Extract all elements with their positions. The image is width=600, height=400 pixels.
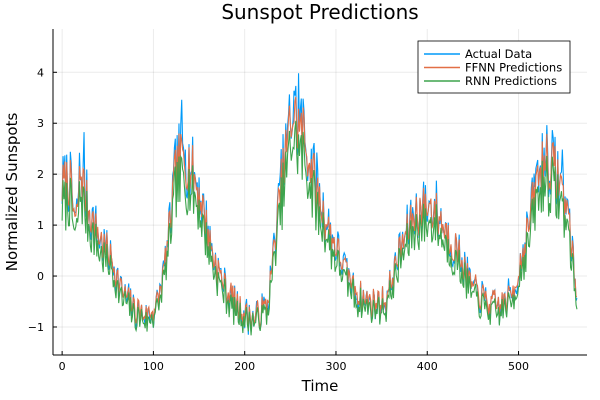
x-tick-label: 300 [325,360,346,373]
y-tick-label: 1 [37,219,44,232]
y-tick-label: 2 [37,168,44,181]
legend-entry: RNN Predictions [465,74,557,88]
x-ticks: 0 100 200 300 400 500 [59,351,529,373]
series-lines [61,73,578,336]
y-tick-label: −1 [28,321,44,334]
y-ticks: −1 0 1 2 3 4 [28,66,57,334]
x-tick-label: 200 [234,360,255,373]
y-axis-label: Normalized Sunspots [3,113,21,272]
axes [52,29,587,356]
plot-area [61,73,578,336]
y-tick-label: 0 [37,270,44,283]
legend-entry: Actual Data [465,47,532,61]
x-tick-label: 0 [59,360,66,373]
grid [53,29,587,355]
legend-entry: FFNN Predictions [465,61,562,75]
x-tick-label: 100 [143,360,164,373]
chart-title: Sunspot Predictions [221,0,418,24]
series-line-ffnn-predictions [61,96,578,332]
x-axis-label: Time [301,377,339,395]
x-tick-label: 500 [508,360,529,373]
x-tick-label: 400 [417,360,438,373]
y-tick-label: 4 [37,66,44,79]
y-tick-label: 3 [37,117,44,130]
series-line-rnn-predictions [61,120,578,336]
